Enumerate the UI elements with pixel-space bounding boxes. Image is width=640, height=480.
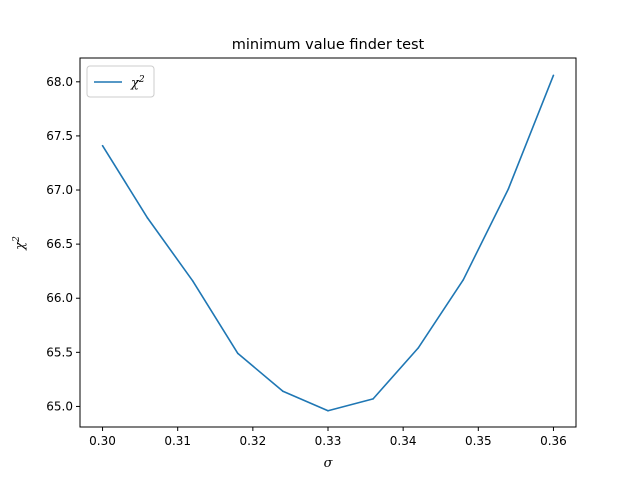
- x-tick-label: 0.32: [239, 434, 266, 448]
- x-tick-label: 0.31: [164, 434, 191, 448]
- y-tick-label: 66.0: [46, 291, 73, 305]
- y-axis-label-base: χ: [13, 241, 28, 251]
- x-axis-label: σ: [324, 456, 334, 471]
- data-point: [146, 217, 149, 219]
- y-tick-label: 66.5: [46, 237, 73, 251]
- legend-label: χ2: [130, 75, 145, 91]
- series-layer: [101, 74, 555, 412]
- data-point: [372, 398, 374, 400]
- data-point: [462, 279, 465, 281]
- data-point: [417, 347, 419, 349]
- y-tick-label: 65.0: [46, 399, 73, 413]
- x-tick-label: 0.33: [315, 434, 342, 448]
- x-tick-label: 0.34: [390, 434, 417, 448]
- x-tick-label: 0.35: [465, 434, 492, 448]
- data-point: [282, 390, 284, 393]
- y-axis-ticks: 65.0 65.5 66.0 66.5 67.0 67.5 68.0: [46, 75, 80, 413]
- data-point: [507, 188, 510, 190]
- legend-label-superscript: 2: [138, 75, 145, 85]
- y-tick-label: 65.5: [46, 345, 73, 359]
- x-tick-label: 0.30: [89, 434, 116, 448]
- data-point: [101, 144, 104, 147]
- y-tick-label: 67.5: [46, 129, 73, 143]
- y-tick-label: 67.0: [46, 183, 73, 197]
- chart-title: minimum value finder test: [232, 37, 425, 53]
- legend-label-base: χ: [130, 76, 140, 91]
- data-point: [552, 74, 555, 77]
- legend: χ2: [86, 65, 155, 98]
- data-point: [237, 352, 239, 355]
- x-axis-ticks: 0.30 0.31 0.32 0.33 0.34 0.35 0.36: [89, 427, 567, 448]
- data-point: [191, 280, 194, 282]
- y-axis-label-superscript: 2: [12, 236, 22, 243]
- y-axis-label: χ2: [12, 236, 28, 251]
- data-point: [327, 409, 329, 412]
- x-tick-label: 0.36: [540, 434, 567, 448]
- y-tick-label: 68.0: [46, 75, 73, 89]
